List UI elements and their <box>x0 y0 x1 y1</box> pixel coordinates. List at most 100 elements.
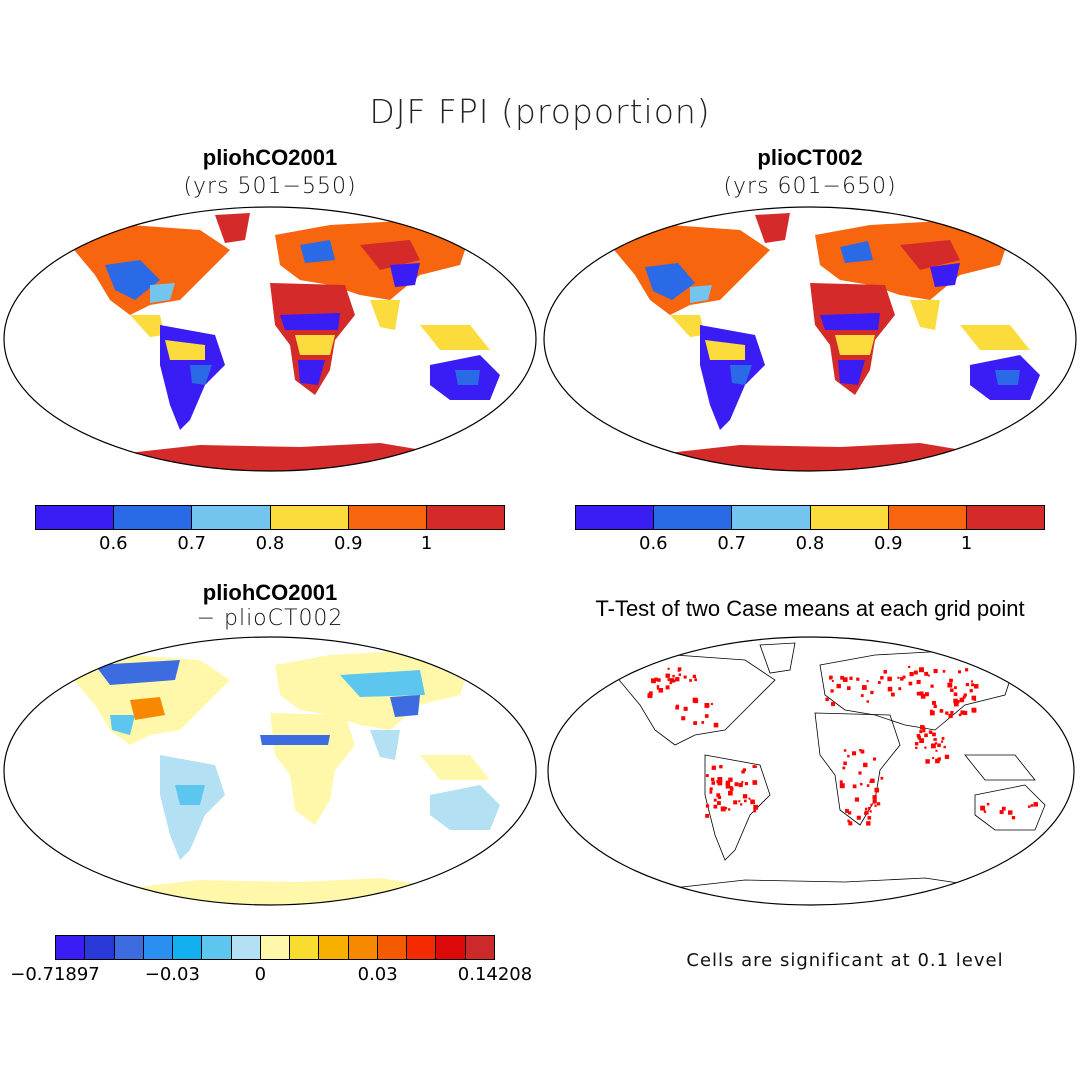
significant-cell <box>711 781 716 785</box>
significant-cell <box>689 679 692 682</box>
colorbar-swatch <box>966 506 1045 529</box>
significant-cell <box>847 819 850 823</box>
significant-cell <box>944 754 950 759</box>
significant-cell <box>956 700 960 704</box>
significant-cell <box>920 725 925 730</box>
significant-cell <box>683 706 688 711</box>
significant-cell <box>1011 816 1016 820</box>
significant-cell <box>740 803 743 806</box>
colorbar-swatch <box>654 506 733 529</box>
significant-cell <box>969 689 973 693</box>
significant-cell <box>890 692 895 697</box>
colorbar-swatch <box>173 936 203 959</box>
colorbar-swatch <box>56 936 86 959</box>
significant-cell <box>965 682 969 687</box>
significant-cell <box>971 707 977 713</box>
significant-cell <box>719 765 723 769</box>
significant-cell <box>856 677 860 681</box>
significant-cell <box>925 759 930 764</box>
significant-cell <box>677 667 682 671</box>
significant-cell <box>847 754 850 758</box>
significant-cell <box>947 682 953 688</box>
significant-cell <box>681 716 686 721</box>
significant-cell <box>873 757 877 761</box>
significant-cell <box>919 667 924 673</box>
significant-cell <box>962 695 966 699</box>
significant-cell <box>915 746 918 749</box>
colorbar-tick-label: 0.8 <box>795 533 825 554</box>
significant-cell <box>852 784 857 789</box>
significant-cell <box>711 765 716 770</box>
colorbar-swatch <box>426 506 505 529</box>
significant-cell <box>930 684 934 688</box>
significant-cell <box>916 733 921 738</box>
significant-cell <box>839 780 843 784</box>
significant-cell <box>935 758 940 764</box>
significant-cell <box>971 695 977 701</box>
colorbar-swatch <box>348 936 378 959</box>
colorbar-panel3 <box>55 935 495 960</box>
significant-cell <box>953 698 958 704</box>
significant-cell <box>648 692 652 696</box>
colorbar-tick-label: 0.6 <box>639 533 668 554</box>
significant-cell <box>709 790 713 794</box>
significant-cell <box>1008 810 1013 815</box>
significant-cell <box>831 701 835 706</box>
significant-cell <box>958 713 962 717</box>
significant-cell <box>950 688 954 692</box>
significant-cell <box>829 677 832 680</box>
significant-cell <box>669 681 672 685</box>
significant-cell <box>866 680 869 683</box>
colorbar-tick-label: 1 <box>960 533 973 554</box>
significant-cell <box>959 697 965 703</box>
significant-cell <box>986 802 990 806</box>
significant-cell <box>675 705 680 710</box>
colorbar-swatch <box>85 936 115 959</box>
significant-cell <box>874 787 880 793</box>
panel3-map <box>3 636 537 906</box>
significant-cell <box>701 721 705 724</box>
significant-cell <box>672 674 675 678</box>
significant-cell <box>667 678 671 681</box>
significant-cell <box>999 810 1004 815</box>
significant-cell <box>867 806 871 810</box>
significant-cell <box>963 710 968 715</box>
significant-cell <box>935 749 938 752</box>
significant-cell <box>846 686 851 690</box>
significant-cell <box>704 703 710 708</box>
significant-cell <box>872 795 877 800</box>
significant-cell <box>1033 802 1038 807</box>
significant-cell <box>913 670 918 675</box>
colorbar-swatch <box>202 936 232 959</box>
significant-cell <box>728 790 733 796</box>
significant-cell <box>656 687 660 690</box>
significant-cell <box>924 671 929 676</box>
significant-cell <box>859 748 862 752</box>
significant-cell <box>929 710 935 716</box>
significant-cell <box>839 783 845 789</box>
significant-cell <box>924 733 928 738</box>
panel1-title: pliohCO2001 <box>202 145 338 170</box>
significant-cell <box>919 730 923 734</box>
significant-cell <box>939 709 944 713</box>
colorbar-swatch <box>36 506 115 529</box>
significant-cell <box>932 756 935 760</box>
significant-cell <box>683 675 687 679</box>
significant-cell <box>861 685 867 690</box>
significant-cell <box>825 697 829 702</box>
significant-cell <box>980 805 986 811</box>
significant-cell <box>720 806 726 812</box>
significant-cell <box>1028 805 1031 808</box>
significant-cell <box>656 685 660 688</box>
significant-cell <box>965 668 969 672</box>
significant-cell <box>665 685 670 690</box>
significant-cell <box>933 704 937 709</box>
significant-cell <box>705 813 710 818</box>
colorbar-tick-label: 0.8 <box>255 533 285 554</box>
significant-cell <box>704 714 709 718</box>
significant-cell <box>716 793 721 798</box>
significant-cell <box>654 677 659 682</box>
significant-cell <box>940 740 944 743</box>
significant-cell <box>866 700 869 703</box>
significant-cell <box>717 795 722 800</box>
